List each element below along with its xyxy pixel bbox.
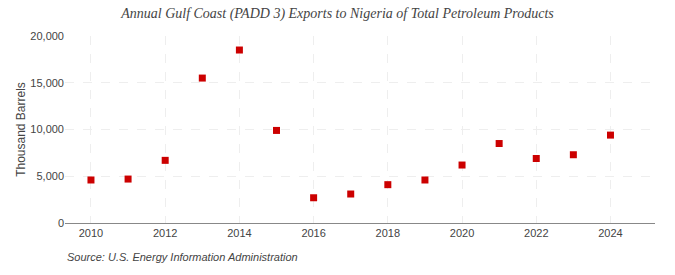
svg-text:20,000: 20,000 — [30, 30, 64, 42]
svg-text:15,000: 15,000 — [30, 77, 64, 89]
svg-text:2018: 2018 — [376, 227, 400, 239]
svg-text:Thousand Barrels: Thousand Barrels — [14, 82, 28, 177]
svg-text:2014: 2014 — [227, 227, 251, 239]
svg-text:2022: 2022 — [524, 227, 548, 239]
svg-text:2020: 2020 — [450, 227, 474, 239]
svg-text:2012: 2012 — [153, 227, 177, 239]
svg-text:2016: 2016 — [301, 227, 325, 239]
svg-text:Source: U.S. Energy Informatio: Source: U.S. Energy Information Administ… — [67, 251, 298, 263]
svg-text:5,000: 5,000 — [36, 170, 64, 182]
svg-text:2024: 2024 — [598, 227, 622, 239]
svg-text:0: 0 — [58, 217, 64, 229]
svg-text:Annual Gulf Coast (PADD 3) Exp: Annual Gulf Coast (PADD 3) Exports to Ni… — [120, 6, 554, 22]
svg-text:10,000: 10,000 — [30, 123, 64, 135]
svg-text:2010: 2010 — [79, 227, 103, 239]
